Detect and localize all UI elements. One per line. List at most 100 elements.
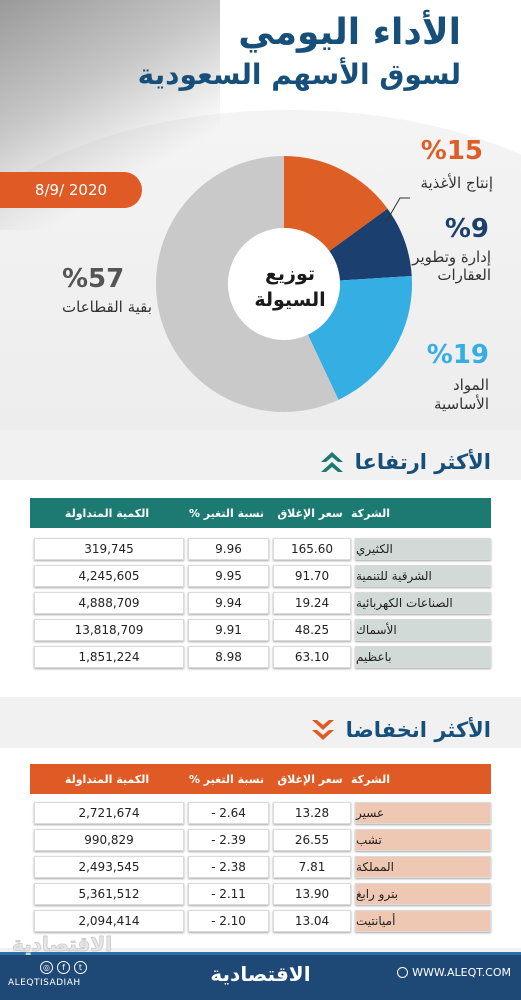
volume-cell: 990,829 <box>34 829 184 851</box>
table-row: بترو رابغ 13.90- 2.11 5,361,512 <box>30 883 491 905</box>
change-percent-cell: - 2.11 <box>188 883 269 905</box>
header-close: سعر الإغلاق <box>277 506 343 520</box>
food-label: إنتاج الأغذية <box>420 174 493 192</box>
realestate-label-1: إدارة وتطوير <box>412 248 491 266</box>
losers-heading: الأكثر انخفاضا <box>310 718 491 742</box>
close-price-cell: 13.90 <box>273 883 351 905</box>
footer-accent-bar <box>0 952 521 955</box>
page-title: الأداء اليومي <box>238 12 461 53</box>
table-row: الصناعات الكهربائية 19.24 9.94 4,888,709 <box>30 592 491 614</box>
realestate-percent: %9 <box>444 214 489 244</box>
donut-slice-2 <box>307 275 412 400</box>
company-cell: عسير <box>355 802 491 824</box>
table-row: الشرقية للتنمية 91.70 9.95 4,245,605 <box>30 565 491 587</box>
chevron-down-icon <box>311 720 334 740</box>
change-percent-cell: - 2.10 <box>188 910 269 932</box>
social-handle: ALEQTISADIAH <box>8 978 81 988</box>
instagram-icon[interactable]: ◎ <box>40 961 53 974</box>
realestate-label-2: العقارات <box>437 266 491 284</box>
change-percent-cell: 9.95 <box>188 565 269 587</box>
globe-icon <box>397 967 409 978</box>
date-badge: 8/9/ 2020 <box>0 172 142 208</box>
rest-label: بقية القطاعات <box>62 298 152 316</box>
company-cell: أميانتيت <box>355 910 491 932</box>
twitter-icon[interactable]: t <box>74 961 87 974</box>
company-cell: تشب <box>355 829 491 851</box>
volume-cell: 2,094,414 <box>34 910 184 932</box>
materials-percent: %19 <box>426 340 489 370</box>
header-company: الشركة <box>351 506 391 520</box>
header-volume: الكمية المتداولة <box>64 506 150 520</box>
change-percent-cell: 9.91 <box>188 619 269 641</box>
close-price-cell: 7.81 <box>273 856 351 878</box>
rest-percent: %57 <box>62 264 125 294</box>
losers-table-header: الشركة سعر الإغلاق نسبة التغير % الكمية … <box>30 764 491 794</box>
close-price-cell: 63.10 <box>273 646 351 668</box>
volume-cell: 319,745 <box>34 538 184 560</box>
change-percent-cell: - 2.64 <box>188 802 269 824</box>
company-cell: بترو رابغ <box>355 883 491 905</box>
table-row: تشب 26.55- 2.39 990,829 <box>30 829 491 851</box>
company-cell: المملكة <box>355 856 491 878</box>
gainers-title: الأكثر ارتفاعا <box>354 450 491 474</box>
change-percent-cell: - 2.39 <box>188 829 269 851</box>
company-cell: الأسماك <box>355 619 491 641</box>
header-company: الشركة <box>351 772 391 786</box>
table-row: أميانتيت 13.04- 2.10 2,094,414 <box>30 910 491 932</box>
company-cell: باعظيم <box>355 646 491 668</box>
website-link[interactable]: WWW.ALEQT.COM <box>397 966 511 979</box>
donut-slice-3 <box>156 156 339 413</box>
footer <box>0 952 521 1000</box>
brand-logo-outline: الاقتصادية <box>11 932 113 957</box>
table-row: الأسماك 48.25 9.91 13,818,709 <box>30 619 491 641</box>
volume-cell: 4,245,605 <box>34 565 184 587</box>
change-percent-cell: 9.94 <box>188 592 269 614</box>
close-price-cell: 48.25 <box>273 619 351 641</box>
close-price-cell: 91.70 <box>273 565 351 587</box>
website-text: WWW.ALEQT.COM <box>412 966 511 979</box>
close-price-cell: 165.60 <box>273 538 351 560</box>
close-price-cell: 13.28 <box>273 802 351 824</box>
table-row: المملكة 7.81- 2.38 2,493,545 <box>30 856 491 878</box>
donut-center-label-1: توزيع <box>265 263 315 285</box>
donut-center-label-2: السيولة <box>254 289 325 311</box>
volume-cell: 2,493,545 <box>34 856 184 878</box>
donut-slice-1 <box>329 208 412 281</box>
social-icons: ◎ f t <box>40 961 87 974</box>
header-volume: الكمية المتداولة <box>64 772 150 786</box>
change-percent-cell: - 2.38 <box>188 856 269 878</box>
gainers-table-header: الشركة سعر الإغلاق نسبة التغير % الكمية … <box>30 498 491 528</box>
close-price-cell: 26.55 <box>273 829 351 851</box>
page-subtitle: لسوق الأسهم السعودية <box>137 58 461 91</box>
gainers-heading: الأكثر ارتفاعا <box>319 450 491 474</box>
change-percent-cell: 9.96 <box>188 538 269 560</box>
volume-cell: 4,888,709 <box>34 592 184 614</box>
table-row: الكثيري 165.60 9.96 319,745 <box>30 538 491 560</box>
company-cell: الكثيري <box>355 538 491 560</box>
close-price-cell: 13.04 <box>273 910 351 932</box>
food-percent: %15 <box>420 136 483 166</box>
volume-cell: 13,818,709 <box>34 619 184 641</box>
close-price-cell: 19.24 <box>273 592 351 614</box>
brand-logo: الاقتصادية <box>210 962 311 986</box>
volume-cell: 1,851,224 <box>34 646 184 668</box>
table-row: باعظيم 63.10 8.98 1,851,224 <box>30 646 491 668</box>
change-percent-cell: 8.98 <box>188 646 269 668</box>
chevron-up-icon <box>320 452 343 472</box>
losers-title: الأكثر انخفاضا <box>345 718 491 742</box>
hero-section: الأداء اليومي لسوق الأسهم السعودية 8/9/ … <box>0 0 521 430</box>
volume-cell: 2,721,674 <box>34 802 184 824</box>
header-change: نسبة التغير % <box>188 506 265 520</box>
company-cell: الصناعات الكهربائية <box>355 592 491 614</box>
donut-center <box>228 228 340 340</box>
table-row: عسير 13.28- 2.64 2,721,674 <box>30 802 491 824</box>
facebook-icon[interactable]: f <box>57 961 70 974</box>
donut-slice-0 <box>284 156 388 252</box>
liquidity-donut-chart: توزيع السيولة <box>156 156 412 413</box>
header-close: سعر الإغلاق <box>277 772 343 786</box>
volume-cell: 5,361,512 <box>34 883 184 905</box>
leader-line-food <box>385 197 410 223</box>
materials-label-2: الأساسية <box>434 395 489 413</box>
company-cell: الشرقية للتنمية <box>355 565 491 587</box>
materials-label-1: المواد <box>452 376 489 394</box>
